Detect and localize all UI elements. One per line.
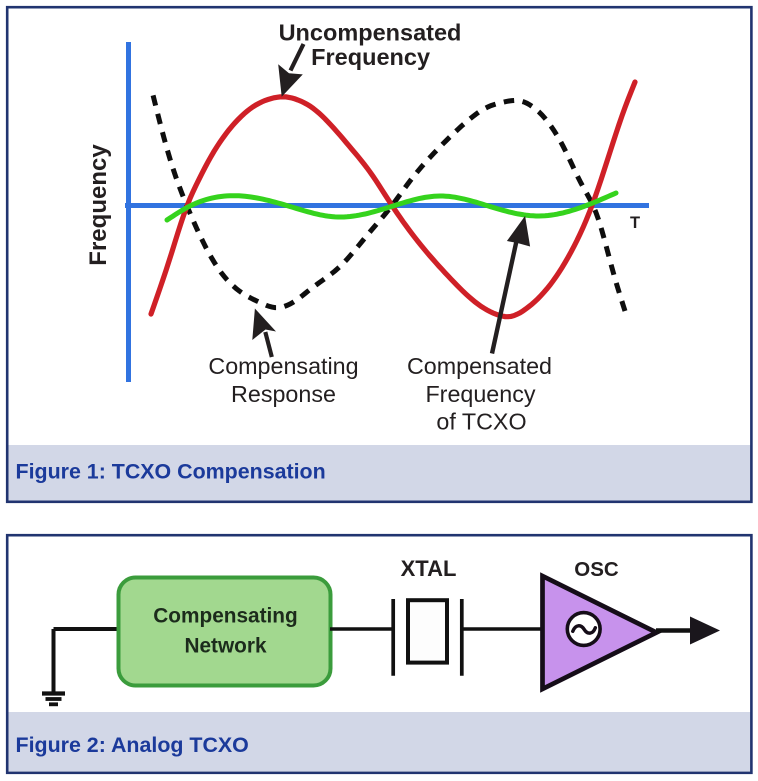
svg-text:Figure 2: Analog TCXO: Figure 2: Analog TCXO: [16, 733, 249, 757]
svg-text:Frequency: Frequency: [425, 381, 535, 407]
svg-text:OSC: OSC: [574, 558, 619, 581]
svg-text:T: T: [630, 214, 640, 232]
svg-text:Compensating: Compensating: [208, 353, 358, 379]
svg-text:XTAL: XTAL: [401, 556, 457, 581]
svg-text:Compensating: Compensating: [153, 605, 297, 628]
svg-text:Uncompensated: Uncompensated: [279, 20, 462, 46]
svg-text:Frequency: Frequency: [85, 144, 112, 266]
svg-text:of TCXO: of TCXO: [436, 409, 526, 435]
svg-text:Network: Network: [184, 635, 266, 658]
svg-text:Compensated: Compensated: [407, 353, 552, 379]
svg-text:Figure 1: TCXO Compensation: Figure 1: TCXO Compensation: [16, 460, 326, 484]
svg-text:Response: Response: [231, 381, 336, 407]
svg-text:Frequency: Frequency: [311, 44, 430, 70]
